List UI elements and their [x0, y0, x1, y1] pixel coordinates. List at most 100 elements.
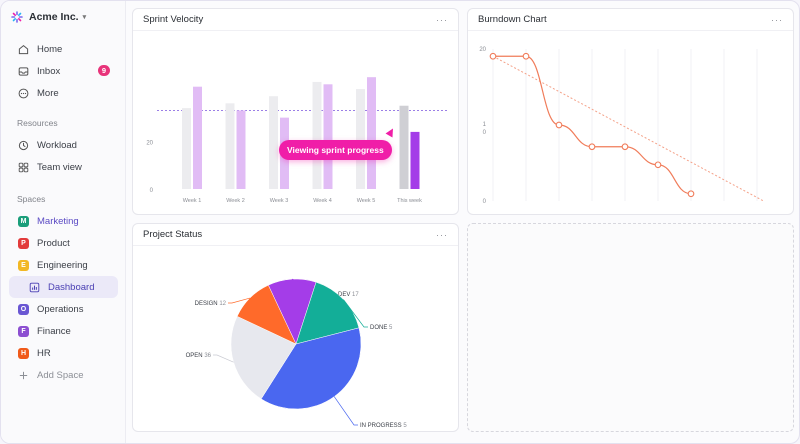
- data-point: [588, 143, 596, 151]
- more-options-icon[interactable]: ···: [771, 14, 783, 25]
- bar-series-2: [410, 131, 420, 189]
- y-tick-label: 20: [479, 47, 486, 53]
- card-header: Burndown Chart ···: [468, 9, 793, 31]
- pie-leader-line: [228, 297, 251, 304]
- sprint-velocity-card: Sprint Velocity ··· 0 20 Week 1 Week 2 Week …: [132, 8, 459, 215]
- bar-series-1: [312, 81, 322, 189]
- add-space-label: Add Space: [37, 369, 84, 381]
- sidebar-item-label: Home: [37, 43, 63, 55]
- team-view-icon: [18, 162, 29, 172]
- space-avatar: P: [18, 237, 29, 249]
- y-tick-label: 20: [146, 140, 153, 146]
- sidebar-item-label: Engineering: [37, 259, 88, 271]
- data-point: [555, 121, 563, 129]
- pie-leader-line: [213, 354, 234, 363]
- bar-series-1: [225, 103, 235, 189]
- y-tick-label: 0: [150, 188, 154, 194]
- workload-icon: [18, 140, 29, 150]
- sidebar-item-label: Inbox: [37, 65, 61, 77]
- more-options-icon[interactable]: ···: [436, 229, 448, 240]
- project-status-pie-chart: DEV 17 DONE 5 IN PROGRESS 5 OPEN 36 DESIGN 1…: [186, 278, 407, 429]
- space-avatar: O: [18, 303, 29, 315]
- project-status-card: Project Status ··· DEV 17 DONE 5 IN PROGRE…: [132, 223, 459, 432]
- pie-label-name: DESIGN: [195, 301, 220, 307]
- x-tick-label: This week: [397, 198, 422, 204]
- space-avatar: F: [18, 325, 29, 337]
- bar-series-1: [182, 108, 191, 189]
- x-tick-label: Week 2: [226, 198, 245, 204]
- sidebar-item-dashboard[interactable]: Dashboard: [9, 276, 118, 298]
- sidebar-item-more[interactable]: More: [1, 82, 125, 104]
- x-tick-label: Week 4: [313, 198, 332, 204]
- sidebar-item-label: Dashboard: [48, 281, 95, 293]
- data-point: [489, 52, 497, 60]
- sidebar-item-label: More: [37, 87, 59, 99]
- workspace-logo-icon: [11, 11, 23, 23]
- pie-leader-line: [333, 396, 358, 426]
- pie-label-value: 36: [204, 353, 211, 359]
- pie-label-value: 12: [219, 301, 226, 307]
- workspace-switcher[interactable]: Acme Inc. ▾: [1, 7, 125, 27]
- x-tick-label: Week 1: [183, 198, 202, 204]
- sidebar-item-home[interactable]: Home: [1, 38, 125, 60]
- pie-label: IN PROGRESS 5: [360, 423, 407, 429]
- card-title: Project Status: [143, 229, 203, 240]
- data-point: [522, 52, 530, 60]
- sidebar-item-hr[interactable]: H HR: [1, 342, 125, 364]
- x-tick-label: Week 5: [357, 198, 376, 204]
- empty-widget-slot[interactable]: [467, 223, 794, 432]
- sidebar-item-label: Operations: [37, 303, 84, 315]
- space-avatar: E: [18, 259, 29, 271]
- pie-label-name: IN PROGRESS: [360, 423, 403, 429]
- ideal-burndown-line: [492, 55, 764, 202]
- pie-label: OPEN 36: [186, 353, 212, 359]
- sidebar-item-workload[interactable]: Workload: [1, 134, 125, 156]
- card-title: Burndown Chart: [478, 14, 547, 25]
- more-options-icon[interactable]: ···: [436, 14, 448, 25]
- sidebar-item-team-view[interactable]: Team view: [1, 156, 125, 178]
- pie-label-value: 17: [352, 292, 359, 298]
- sidebar-item-operations[interactable]: O Operations: [1, 298, 125, 320]
- pie-slice-design: [236, 284, 297, 345]
- y-tick-label: 0: [483, 130, 487, 136]
- bar-series-1: [269, 96, 278, 189]
- pie-label: DONE 5: [370, 325, 393, 331]
- sidebar-item-engineering[interactable]: E Engineering: [1, 254, 125, 276]
- pie-label-name: OPEN: [186, 353, 205, 359]
- resources-section-label: Resources: [17, 118, 58, 128]
- sidebar-item-finance[interactable]: F Finance: [1, 320, 125, 342]
- sidebar-item-marketing[interactable]: M Marketing: [1, 210, 125, 232]
- pie-label-value: 5: [389, 325, 393, 331]
- sprint-velocity-chart: 0 20 Week 1 Week 2 Week 3 Week 4 Week 5 This we…: [146, 77, 449, 204]
- space-avatar: M: [18, 215, 29, 227]
- data-point: [621, 143, 629, 151]
- card-title: Sprint Velocity: [143, 14, 204, 25]
- pie-slice-done: [295, 281, 360, 345]
- sidebar: Acme Inc. ▾ Home Inbox 9 More Resources …: [1, 1, 126, 443]
- pie-label: DEV 17: [338, 292, 359, 298]
- plus-icon: [19, 371, 28, 379]
- pie-leader-line: [343, 299, 368, 328]
- sidebar-item-label: Finance: [37, 325, 71, 337]
- sidebar-item-product[interactable]: P Product: [1, 232, 125, 254]
- x-tick-label: Week 3: [270, 198, 289, 204]
- space-avatar: H: [18, 347, 29, 359]
- pie-slice-in-progress: [260, 327, 362, 410]
- more-icon: [18, 88, 29, 98]
- sprint-progress-tooltip: Viewing sprint progress: [279, 140, 392, 160]
- sidebar-item-label: Marketing: [37, 215, 79, 227]
- bar-series-2: [367, 77, 376, 189]
- y-tick-label: 1: [483, 122, 487, 128]
- home-icon: [18, 44, 29, 54]
- dashboard-icon: [29, 282, 40, 292]
- sidebar-item-label: HR: [37, 347, 51, 359]
- sidebar-item-inbox[interactable]: Inbox 9: [1, 60, 125, 82]
- sidebar-item-label: Product: [37, 237, 70, 249]
- card-header: Sprint Velocity ···: [133, 9, 458, 31]
- bar-series-2: [323, 84, 333, 189]
- pie-label-name: DONE: [370, 325, 389, 331]
- burndown-chart-card: Burndown Chart ··· 20 1 0 0: [467, 8, 794, 215]
- add-space-button[interactable]: Add Space: [1, 364, 125, 386]
